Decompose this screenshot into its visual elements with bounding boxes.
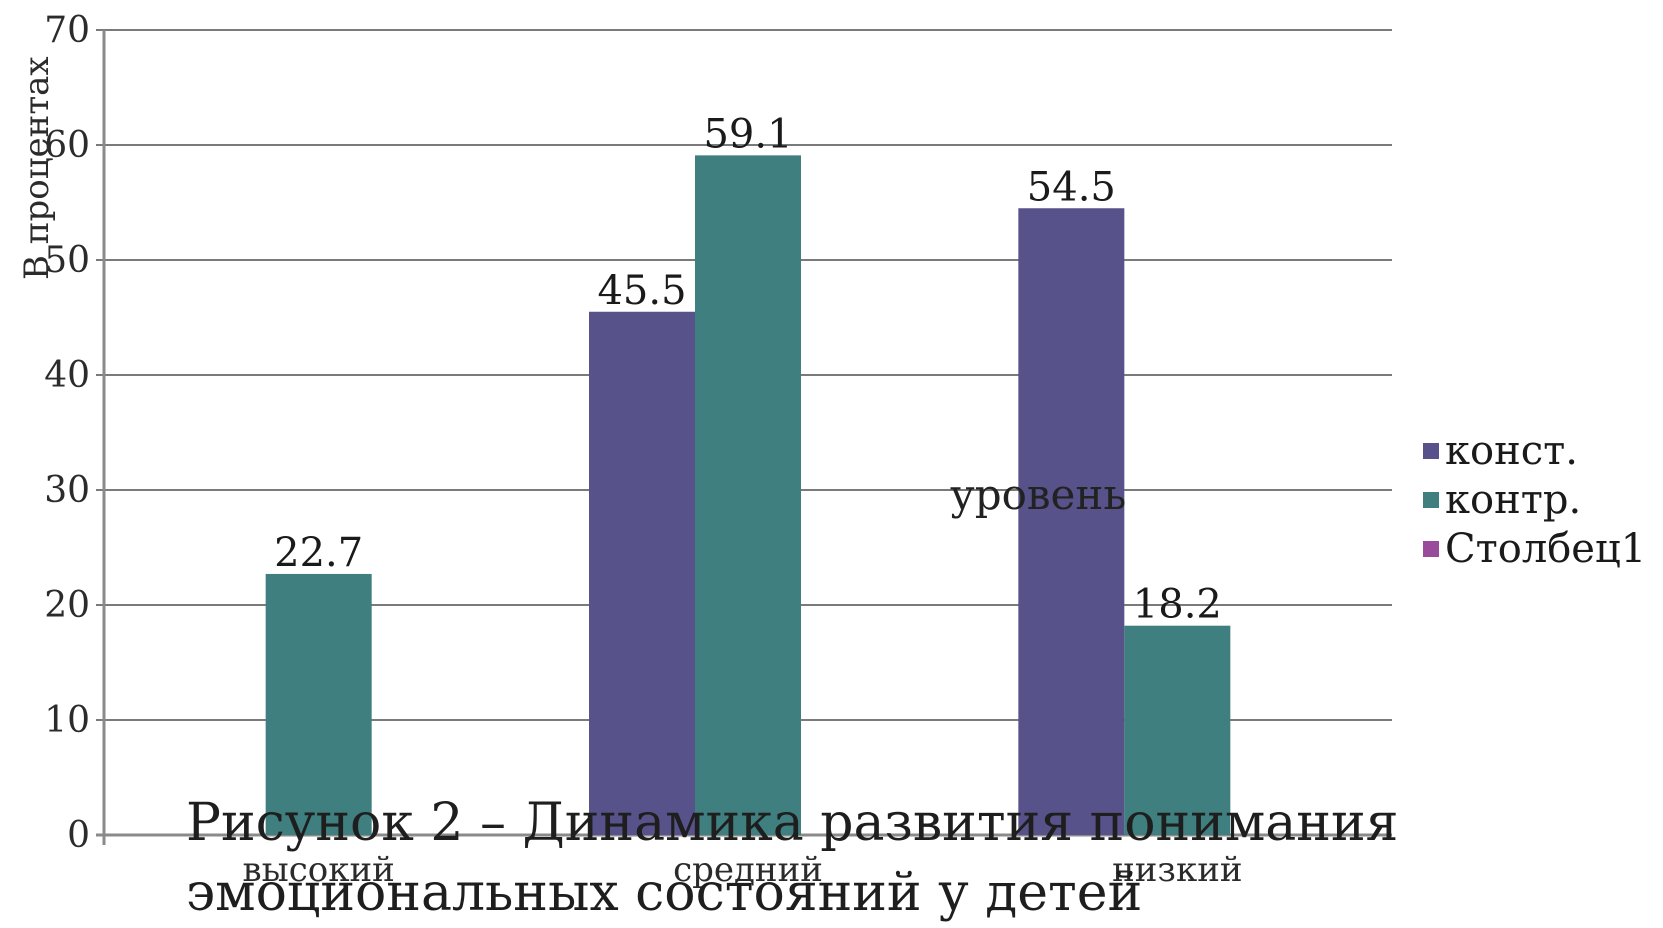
y-tick-label: 20 bbox=[44, 585, 90, 626]
caption-line-2: эмоциональных состояний у детей bbox=[186, 863, 1143, 923]
legend-swatch bbox=[1423, 442, 1439, 459]
y-tick-label: 10 bbox=[44, 700, 90, 741]
x-category-labels: высокий средний низкий bbox=[243, 850, 1243, 890]
bar bbox=[695, 155, 801, 836]
bar bbox=[1124, 625, 1231, 835]
y-tick-label: 60 bbox=[44, 125, 90, 166]
figure-caption: Рисунок 2 – Динамика развития понимания … bbox=[186, 788, 1398, 928]
bar-chart: 0 10 20 30 40 50 60 70 высокий средний низкий 22.… bbox=[17, 10, 1392, 890]
data-labels: 22.7 45.5 59.1 54.5 18.2 bbox=[274, 111, 1222, 627]
x-category-label: высокий bbox=[243, 850, 395, 890]
legend: конст. контр. Столбец1 bbox=[1423, 426, 1646, 573]
y-axis-label: В процентах bbox=[17, 56, 57, 280]
legend-item: конст. bbox=[1423, 426, 1646, 475]
y-tick-label: 70 bbox=[44, 10, 90, 51]
x-category-label: низкий bbox=[1112, 850, 1242, 890]
bar bbox=[265, 573, 372, 835]
y-tick-label: 0 bbox=[67, 815, 90, 856]
y-tick-label: 30 bbox=[44, 470, 90, 511]
legend-item: контр. bbox=[1423, 475, 1646, 524]
data-label: 54.5 bbox=[1027, 164, 1116, 210]
data-label: 22.7 bbox=[274, 530, 363, 576]
bars bbox=[265, 155, 1231, 836]
legend-label: конст. bbox=[1445, 427, 1578, 474]
y-tick-label: 40 bbox=[44, 355, 90, 396]
data-label: 59.1 bbox=[703, 111, 792, 157]
legend-label: контр. bbox=[1445, 476, 1582, 523]
legend-swatch bbox=[1423, 540, 1439, 557]
data-label: 18.2 bbox=[1133, 582, 1222, 628]
y-tick-labels: 0 10 20 30 40 50 60 70 bbox=[44, 10, 90, 856]
bar bbox=[1018, 208, 1125, 835]
x-category-label: средний bbox=[673, 850, 823, 890]
caption-line-1: Рисунок 2 – Динамика развития понимания bbox=[186, 793, 1399, 853]
legend-label: Столбец1 bbox=[1445, 525, 1647, 572]
legend-swatch bbox=[1423, 491, 1439, 508]
data-label: 45.5 bbox=[597, 268, 686, 314]
chart-annotation: уровень bbox=[950, 470, 1127, 519]
legend-item: Столбец1 bbox=[1423, 524, 1646, 573]
y-tick-label: 50 bbox=[44, 240, 90, 281]
bar bbox=[589, 311, 695, 835]
